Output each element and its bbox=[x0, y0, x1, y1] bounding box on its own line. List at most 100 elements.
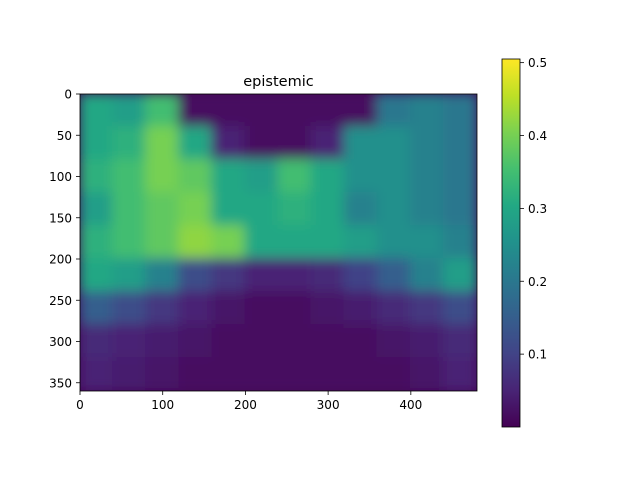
colorbar: 0.1 0.2 0.3 0.4 0.5 bbox=[501, 56, 547, 428]
heatmap bbox=[80, 94, 477, 391]
heatmap-cell bbox=[376, 324, 412, 359]
heatmap-cell bbox=[178, 291, 214, 326]
heatmap-cell bbox=[112, 94, 148, 128]
heatmap-cell bbox=[277, 291, 313, 326]
heatmap-cell bbox=[244, 291, 280, 326]
x-tick-label: 300 bbox=[317, 398, 340, 412]
heatmap-cell bbox=[442, 94, 477, 128]
heatmap-cell bbox=[376, 159, 412, 194]
heatmap-cell bbox=[409, 324, 445, 359]
heatmap-cell bbox=[310, 258, 346, 293]
heatmap-cell bbox=[409, 94, 445, 128]
y-tick-label: 250 bbox=[49, 294, 72, 308]
heatmap-cell bbox=[211, 357, 247, 391]
heatmap-cell bbox=[442, 258, 477, 293]
heatmap-cell bbox=[376, 94, 412, 128]
heatmap-cell bbox=[343, 291, 379, 326]
heatmap-cell bbox=[376, 126, 412, 161]
heatmap-cell bbox=[80, 94, 115, 128]
heatmap-cell bbox=[442, 225, 477, 260]
heatmap-cell bbox=[211, 94, 247, 128]
colorbar-ticks: 0.1 0.2 0.3 0.4 0.5 bbox=[520, 56, 547, 362]
heatmap-cell bbox=[80, 192, 115, 227]
heatmap-cell bbox=[244, 225, 280, 260]
heatmap-cell bbox=[112, 192, 148, 227]
x-tick-label: 400 bbox=[399, 398, 422, 412]
heatmap-cell bbox=[178, 357, 214, 391]
heatmap-cell bbox=[310, 225, 346, 260]
y-tick-label: 100 bbox=[49, 170, 72, 184]
colorbar-tick-label: 0.4 bbox=[528, 129, 547, 143]
heatmap-cell bbox=[442, 192, 477, 227]
x-tick-label: 0 bbox=[76, 398, 84, 412]
heatmap-cell bbox=[343, 324, 379, 359]
y-tick-label: 50 bbox=[57, 129, 72, 143]
heatmap-cell bbox=[376, 258, 412, 293]
heatmap-cell bbox=[80, 159, 115, 194]
heatmap-cell bbox=[112, 225, 148, 260]
x-tick-label: 200 bbox=[234, 398, 257, 412]
heatmap-cell bbox=[310, 291, 346, 326]
y-tick-label: 200 bbox=[49, 253, 72, 267]
heatmap-cell bbox=[211, 324, 247, 359]
heatmap-cell bbox=[409, 258, 445, 293]
heatmap-cell bbox=[80, 225, 115, 260]
heatmap-cell bbox=[343, 192, 379, 227]
heatmap-cell bbox=[145, 192, 181, 227]
heatmap-cell bbox=[178, 94, 214, 128]
plot-frame bbox=[79, 93, 478, 392]
heatmap-cell bbox=[442, 357, 477, 391]
heatmap-cell bbox=[211, 126, 247, 161]
heatmap-cell bbox=[277, 357, 313, 391]
heatmap-cell bbox=[178, 192, 214, 227]
heatmap-cell bbox=[277, 126, 313, 161]
heatmap-cell bbox=[310, 126, 346, 161]
heatmap-cell bbox=[178, 225, 214, 260]
heatmap-cell bbox=[112, 324, 148, 359]
y-axis: 0 50 100 150 200 250 300 350 bbox=[49, 88, 80, 390]
heatmap-cell bbox=[310, 324, 346, 359]
heatmap-cells bbox=[80, 94, 477, 391]
heatmap-cell bbox=[343, 94, 379, 128]
heatmap-cell bbox=[376, 192, 412, 227]
heatmap-cell bbox=[244, 192, 280, 227]
y-tick-label: 0 bbox=[64, 88, 72, 102]
heatmap-cell bbox=[145, 94, 181, 128]
heatmap-cell bbox=[409, 126, 445, 161]
heatmap-cell bbox=[277, 225, 313, 260]
heatmap-cell bbox=[409, 291, 445, 326]
heatmap-cell bbox=[310, 159, 346, 194]
colorbar-gradient bbox=[501, 58, 521, 428]
y-tick-label: 150 bbox=[49, 211, 72, 225]
y-tick-label: 350 bbox=[49, 376, 72, 390]
heatmap-cell bbox=[343, 225, 379, 260]
heatmap-cell bbox=[112, 258, 148, 293]
heatmap-cell bbox=[376, 357, 412, 391]
heatmap-cell bbox=[442, 126, 477, 161]
heatmap-cell bbox=[211, 159, 247, 194]
heatmap-cell bbox=[112, 357, 148, 391]
heatmap-cell bbox=[244, 94, 280, 128]
heatmap-cell bbox=[80, 324, 115, 359]
heatmap-cell bbox=[409, 225, 445, 260]
heatmap-cell bbox=[178, 126, 214, 161]
heatmap-cell bbox=[277, 324, 313, 359]
heatmap-cell bbox=[277, 94, 313, 128]
heatmap-cell bbox=[244, 159, 280, 194]
x-axis: 0 100 200 300 400 bbox=[76, 391, 422, 412]
heatmap-cell bbox=[244, 126, 280, 161]
heatmap-cell bbox=[442, 291, 477, 326]
heatmap-cell bbox=[145, 159, 181, 194]
heatmap-cell bbox=[442, 159, 477, 194]
heatmap-cell bbox=[409, 159, 445, 194]
heatmap-cell bbox=[409, 192, 445, 227]
heatmap-cell bbox=[145, 324, 181, 359]
heatmap-cell bbox=[442, 324, 477, 359]
heatmap-cell bbox=[178, 258, 214, 293]
heatmap-cell bbox=[80, 291, 115, 326]
colorbar-tick-label: 0.3 bbox=[528, 202, 547, 216]
x-tick-label: 100 bbox=[151, 398, 174, 412]
heatmap-cell bbox=[244, 324, 280, 359]
heatmap-cell bbox=[310, 94, 346, 128]
